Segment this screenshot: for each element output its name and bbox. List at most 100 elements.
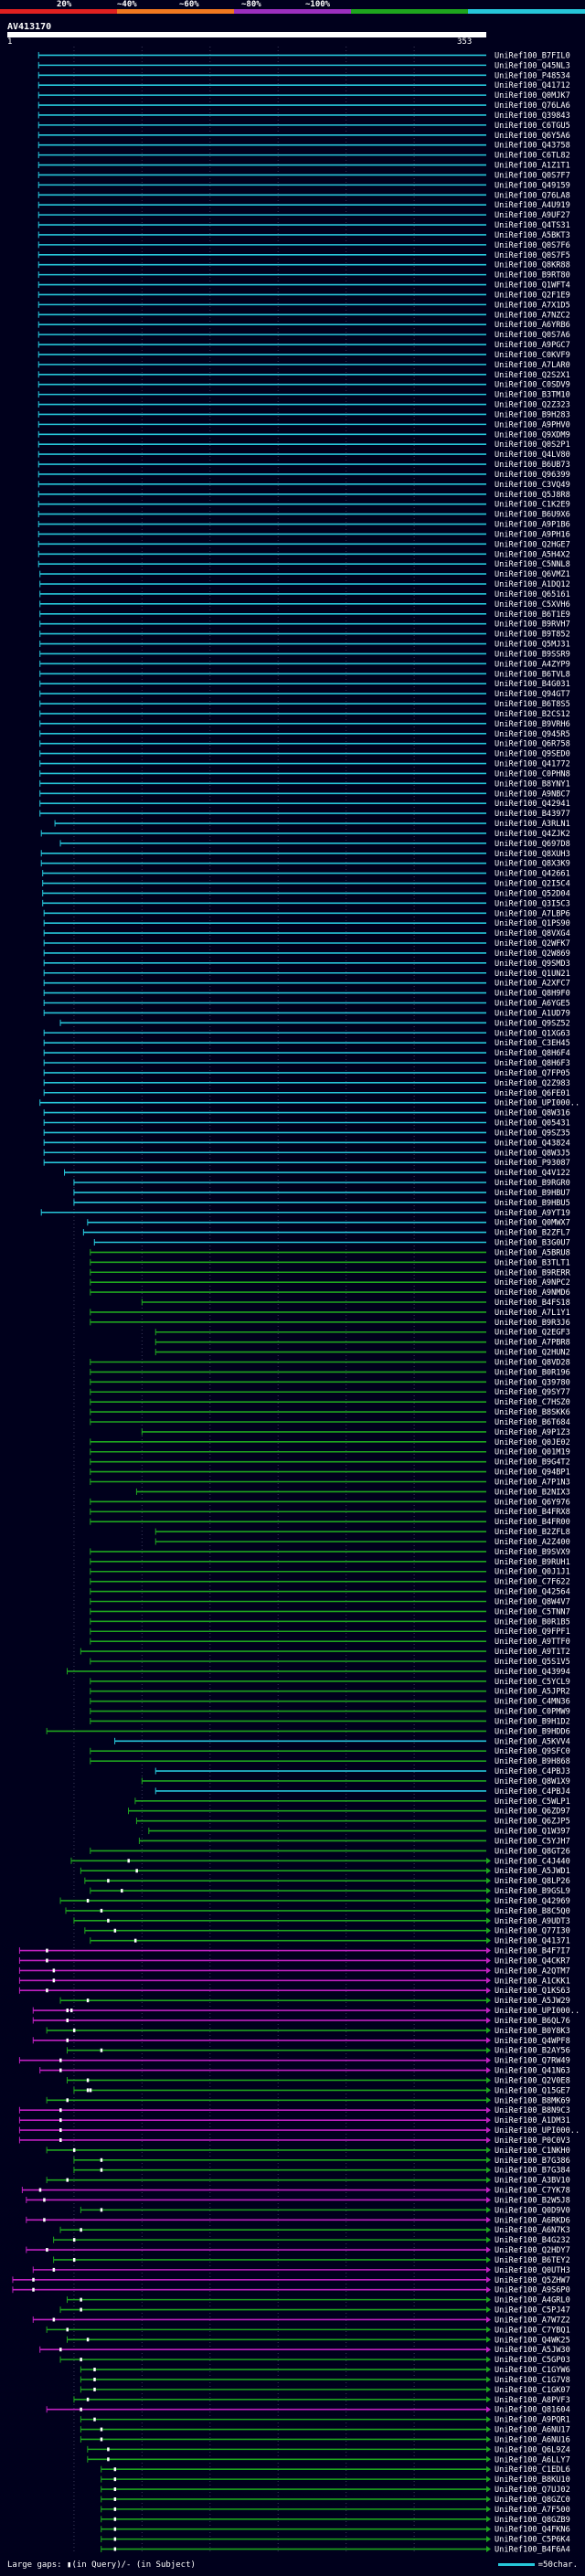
hit-label: UniRef100_B9RERR [495, 1268, 571, 1277]
hit-label: UniRef100_A7L1Y1 [495, 1309, 570, 1318]
legend-segment [351, 9, 468, 14]
gap-marker [59, 2128, 62, 2133]
hit-arrow [486, 2445, 491, 2453]
hit-label: UniRef100_C7YK78 [495, 2187, 570, 2196]
hit-label: UniRef100_B8KU10 [495, 2475, 570, 2485]
hit-label: UniRef100_Q76LA6 [495, 101, 570, 111]
hit-arrow [486, 2027, 491, 2034]
hit-label: UniRef100_Q2WFK7 [495, 939, 570, 949]
gap-marker [59, 2137, 62, 2142]
hit-label: UniRef100_A7F500 [495, 2506, 570, 2515]
hit-label: UniRef100_Q0S7F7 [495, 171, 570, 180]
hit-arrow [486, 2017, 491, 2024]
gap-marker [72, 2028, 76, 2032]
hit-arrow [486, 1987, 491, 1994]
gap-marker [66, 2038, 69, 2042]
gap-marker [52, 1978, 56, 1983]
hit-label: UniRef100_B6TEY2 [495, 2256, 570, 2265]
hit-label: UniRef100_C1EDL6 [495, 2465, 570, 2475]
hit-label: UniRef100_A5KVV4 [495, 1737, 570, 1746]
gap-marker [72, 2147, 76, 2152]
hit-arrow [486, 2266, 491, 2274]
hit-label: UniRef100_Q4CKR7 [495, 1956, 570, 1966]
hit-label: UniRef100_Q1W397 [495, 1828, 570, 1837]
hit-arrow [486, 2206, 491, 2213]
hit-label: UniRef100_B4FRX8 [495, 1508, 570, 1517]
hit-label: UniRef100_A9T1T2 [495, 1648, 570, 1657]
hit-label: UniRef100_Q9FPF1 [495, 1627, 570, 1637]
hit-label: UniRef100_B8N9C3 [495, 2106, 570, 2115]
hit-label: UniRef100_C5WLP1 [495, 1797, 570, 1807]
hit-label: UniRef100_A5JPR2 [495, 1688, 570, 1697]
hit-label: UniRef100_A2Z400 [495, 1538, 570, 1547]
hit-arrow [486, 2426, 491, 2433]
gap-marker [100, 1908, 103, 1913]
hit-label: UniRef100_Q65161 [495, 590, 570, 599]
gap-marker [80, 2358, 82, 2362]
query-ruler [7, 32, 486, 37]
gap-marker [113, 2517, 117, 2521]
gap-marker [46, 1948, 48, 1953]
hit-label: UniRef100_Q45NL3 [495, 61, 570, 70]
hit-label: UniRef100_A7W7Z2 [495, 2316, 570, 2325]
gap-legend: Large gaps: ▮(in Query)/- (in Subject) [7, 2560, 196, 2570]
hit-label: UniRef100_C5P6K4 [495, 2536, 570, 2545]
hit-label: UniRef100_Q0D9V0 [495, 2206, 570, 2215]
hit-label: UniRef100_Q4V122 [495, 1169, 570, 1178]
gap-marker [66, 2098, 69, 2103]
hit-arrow [486, 2116, 491, 2124]
hit-arrow [486, 1966, 491, 1974]
hit-label: UniRef100_UPI000.. [495, 1099, 580, 1108]
hit-label: UniRef100_A7X1D5 [495, 301, 570, 310]
hit-label: UniRef100_A4GRL0 [495, 2296, 570, 2306]
hit-label: UniRef100_A5BRU8 [495, 1248, 570, 1257]
hit-arrow [486, 2316, 491, 2323]
hit-label: UniRef100_A5JW30 [495, 2346, 570, 2355]
legend-label: 20% [57, 0, 72, 9]
hit-label: UniRef100_B7FIL0 [495, 51, 570, 60]
hit-label: UniRef100_Q77I30 [495, 1927, 570, 1936]
hit-label: UniRef100_Q2HUN2 [495, 1349, 570, 1358]
hit-label: UniRef100_P0C0V3 [495, 2136, 570, 2146]
hit-label: UniRef100_Q42969 [495, 1897, 570, 1906]
hit-label: UniRef100_Q0J1J1 [495, 1568, 570, 1577]
scale-legend: =50char. [497, 2560, 578, 2571]
hit-label: UniRef100_A1DQ12 [495, 580, 570, 589]
hit-arrow [486, 2455, 491, 2463]
hit-label: UniRef100_Q41N63 [495, 2067, 570, 2076]
hit-label: UniRef100_A4ZYP9 [495, 660, 570, 669]
hit-label: UniRef100_Q15GE7 [495, 2086, 570, 2095]
hit-arrow [486, 2126, 491, 2134]
legend-segment [468, 9, 585, 14]
gap-marker [46, 1958, 48, 1963]
hit-label: UniRef100_B43977 [495, 810, 570, 819]
gap-marker [59, 2108, 62, 2113]
hit-label: UniRef100_Q6ZD97 [495, 1807, 570, 1817]
hit-arrow [486, 2177, 491, 2184]
hit-label: UniRef100_Q41712 [495, 81, 570, 90]
hit-label: UniRef100_A9NMD6 [495, 1288, 570, 1298]
hit-arrow [486, 2356, 491, 2363]
gap-marker [52, 1968, 56, 1973]
hit-arrow [486, 2007, 491, 2014]
hit-label: UniRef100_Q3I5C3 [495, 899, 570, 908]
hit-label: UniRef100_A5JWD1 [495, 1867, 570, 1876]
legend-label: ~80% [241, 0, 261, 9]
hit-label: UniRef100_A9NBC7 [495, 790, 570, 799]
hit-label: UniRef100_Q5S1V5 [495, 1658, 570, 1667]
hit-label: UniRef100_Q9SZ52 [495, 1019, 570, 1028]
hit-label: UniRef100_Q1XG63 [495, 1029, 570, 1038]
hit-label: UniRef100_A9S6P0 [495, 2286, 570, 2295]
hit-label: UniRef100_C5GP03 [495, 2356, 570, 2365]
hit-arrow [486, 2396, 491, 2403]
gap-marker [100, 2437, 103, 2442]
hit-arrow [486, 2286, 491, 2294]
hit-label: UniRef100_Q1WFT4 [495, 281, 570, 291]
hit-arrow [486, 2475, 491, 2483]
hit-label: UniRef100_C1NKH0 [495, 2147, 570, 2156]
hit-label: UniRef100_B9HDD6 [495, 1727, 570, 1736]
hit-label: UniRef100_A9UDT3 [495, 1917, 570, 1926]
hit-label: UniRef100_C1K2E9 [495, 501, 570, 510]
hit-label: UniRef100_C7HSZ0 [495, 1398, 570, 1407]
hit-label: UniRef100_C0KVF9 [495, 351, 570, 360]
